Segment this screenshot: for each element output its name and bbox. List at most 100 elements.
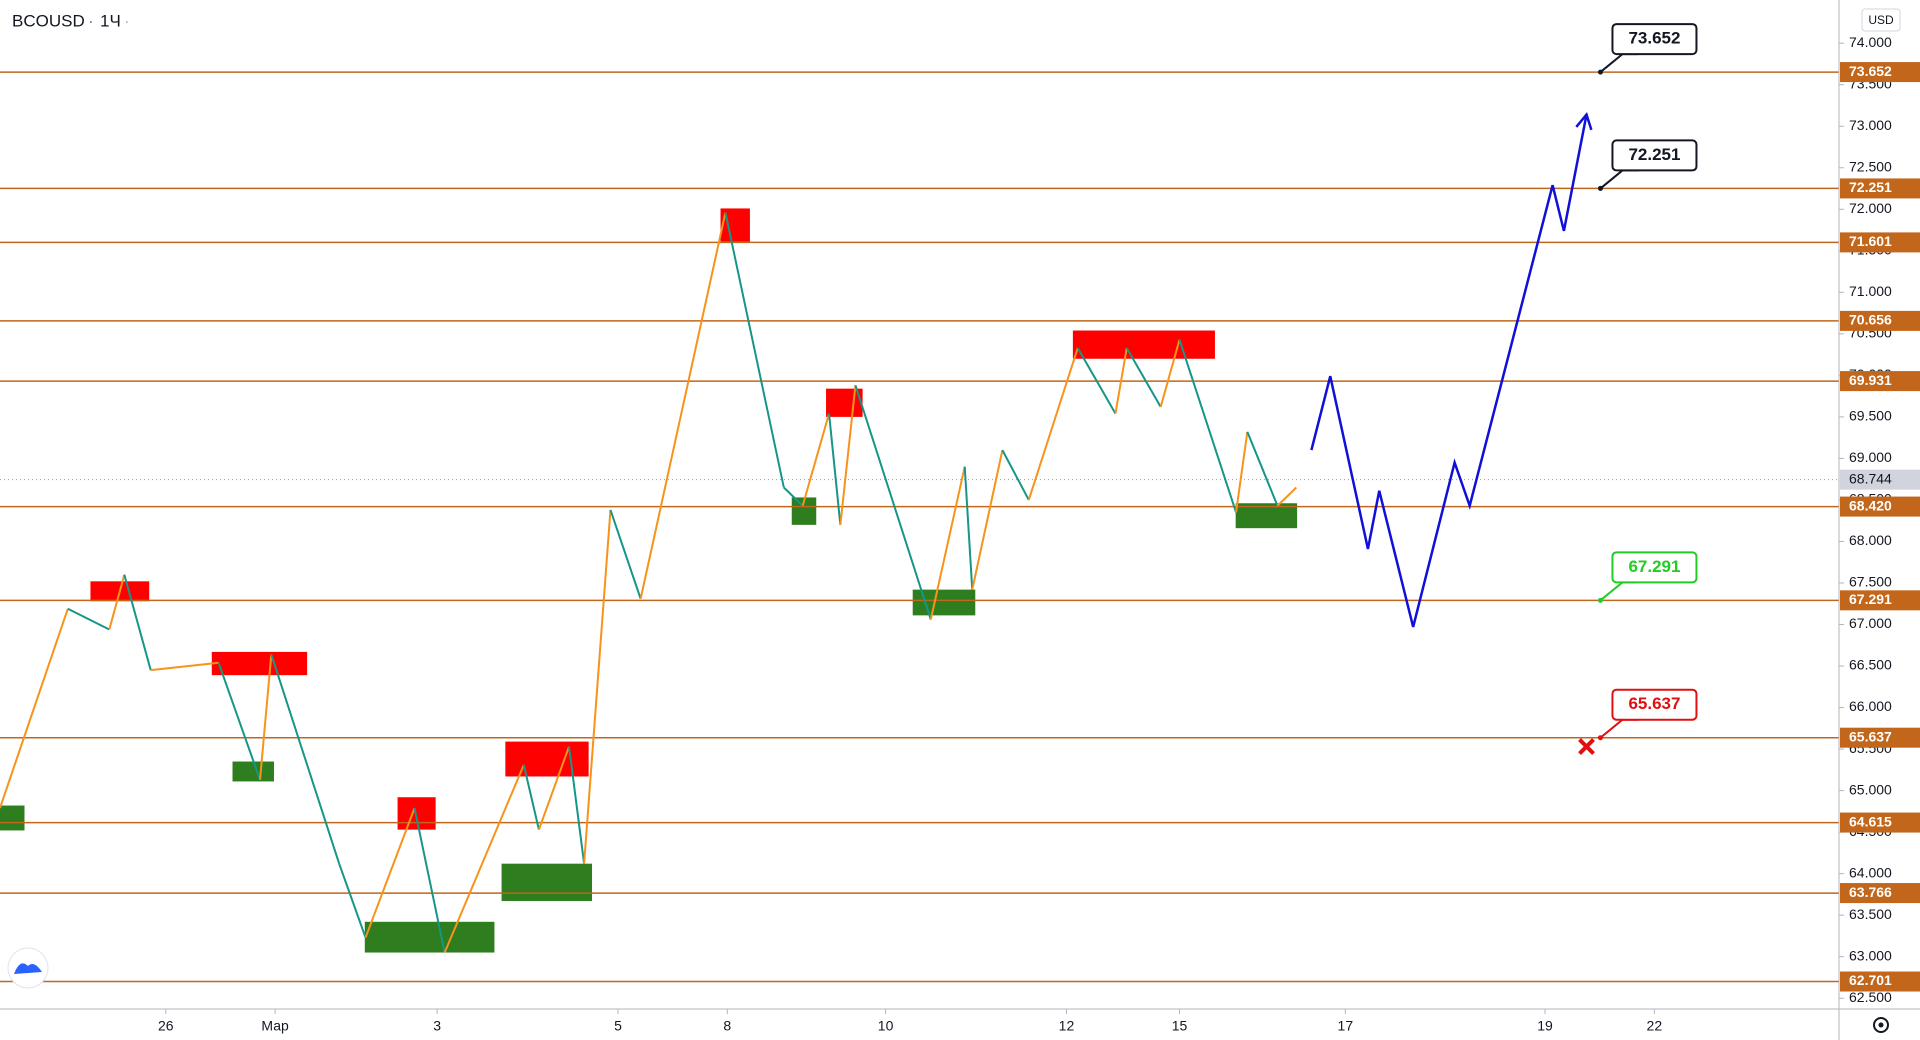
x-tick-label: 8 xyxy=(723,1018,731,1034)
zigzag-down xyxy=(1178,339,1238,513)
level-label: 64.615 xyxy=(1849,813,1892,829)
logo[interactable] xyxy=(7,947,49,989)
supply-zone xyxy=(1072,330,1215,359)
zigzag-down xyxy=(67,607,110,631)
callout-label: 67.291 xyxy=(1628,557,1680,576)
last-price-label: 68.744 xyxy=(1849,470,1892,486)
x-tick-label: 12 xyxy=(1059,1018,1075,1034)
zigzag-down xyxy=(123,574,152,671)
callout-anchor xyxy=(1597,69,1603,75)
zigzag-up xyxy=(259,654,273,780)
forecast-arrowhead xyxy=(1575,112,1593,131)
y-tick-label: 67.000 xyxy=(1849,615,1892,631)
callout-box xyxy=(1611,23,1698,56)
callout-label: 73.652 xyxy=(1628,29,1680,48)
currency[interactable]: USD xyxy=(1868,13,1894,27)
x-tick-label: 17 xyxy=(1338,1018,1354,1034)
supply-zone xyxy=(505,741,589,777)
y-tick-label: 65.000 xyxy=(1849,781,1892,797)
level-label-box xyxy=(1840,310,1920,331)
zigzag-up xyxy=(537,746,570,830)
zigzag-up xyxy=(108,574,126,630)
zigzag-up xyxy=(971,449,1004,590)
y-tick-label: 68.000 xyxy=(1849,532,1892,548)
zigzag-up xyxy=(0,608,69,809)
zigzag-down xyxy=(783,486,804,507)
demand-zone xyxy=(232,761,274,782)
callout-box xyxy=(1611,688,1698,721)
zigzag-up xyxy=(1235,431,1249,513)
y-tick-label: 64.000 xyxy=(1849,864,1892,880)
demand-zone xyxy=(0,805,25,831)
level-label-box xyxy=(1840,371,1920,392)
level-label: 65.637 xyxy=(1849,728,1892,744)
zigzag-up xyxy=(1276,486,1298,507)
supply-zone xyxy=(211,651,308,676)
level-label-box xyxy=(1840,812,1920,833)
zigzag-down xyxy=(609,509,642,600)
zigzag-down xyxy=(522,764,540,830)
y-tick-label: 72.500 xyxy=(1849,158,1892,174)
level-label-box xyxy=(1840,178,1920,199)
callout-label: 72.251 xyxy=(1628,145,1680,164)
level-label-box xyxy=(1840,590,1920,611)
x-tick-label: 26 xyxy=(158,1018,174,1034)
y-tick-label: 62.500 xyxy=(1849,989,1892,1005)
zigzag-down xyxy=(338,863,367,938)
y-tick-label: 74.000 xyxy=(1849,34,1892,50)
zigzag-down xyxy=(568,746,586,864)
x-tick-label: 5 xyxy=(614,1018,622,1034)
currency-box[interactable] xyxy=(1861,8,1901,32)
y-tick-label: 73.000 xyxy=(1849,117,1892,133)
x-tick-label: 22 xyxy=(1647,1018,1663,1034)
x-tick-label: 19 xyxy=(1537,1018,1553,1034)
y-tick-label: 66.500 xyxy=(1849,657,1892,673)
x-tick-label: Мар xyxy=(261,1018,289,1034)
stop-mark xyxy=(1578,738,1595,755)
y-tick-label: 63.000 xyxy=(1849,947,1892,963)
y-tick-label: 71.000 xyxy=(1849,283,1892,299)
last-price-box xyxy=(1840,469,1920,490)
zigzag-up xyxy=(150,661,219,672)
y-tick-label: 63.500 xyxy=(1849,906,1892,922)
demand-zone xyxy=(364,921,495,953)
callout-anchor xyxy=(1597,185,1603,191)
level-label-box xyxy=(1840,496,1920,517)
settings-hub[interactable] xyxy=(1878,1022,1884,1028)
zigzag-down xyxy=(1246,431,1279,507)
demand-zone xyxy=(501,863,593,902)
x-tick-label: 15 xyxy=(1172,1018,1188,1034)
callout-anchor xyxy=(1597,735,1603,741)
level-label: 70.656 xyxy=(1849,312,1892,328)
level-label: 73.652 xyxy=(1849,63,1892,79)
zigzag-up xyxy=(801,413,831,507)
zigzag-up xyxy=(929,466,966,620)
settings-gear[interactable] xyxy=(1873,1017,1889,1033)
zigzag-down xyxy=(963,466,974,590)
zigzag-down xyxy=(1125,347,1162,408)
level-label: 63.766 xyxy=(1849,884,1892,900)
callout-label: 65.637 xyxy=(1628,694,1680,713)
level-label: 72.251 xyxy=(1849,179,1892,195)
zigzag-down xyxy=(1001,449,1030,501)
level-label-box xyxy=(1840,971,1920,992)
settings[interactable] xyxy=(1873,1017,1889,1033)
zigzag-down xyxy=(413,807,446,953)
zigzag-down xyxy=(270,654,341,864)
y-tick-label: 67.500 xyxy=(1849,574,1892,590)
level-label: 67.291 xyxy=(1849,591,1892,607)
level-label-box xyxy=(1840,232,1920,253)
zigzag-up xyxy=(1159,339,1181,408)
logo-shape[interactable] xyxy=(14,963,42,974)
zigzag-down xyxy=(1076,347,1117,415)
callout-box xyxy=(1611,139,1698,172)
symbol: BCOUSD xyxy=(12,11,85,30)
level-label: 69.931 xyxy=(1849,372,1892,388)
supply-zone xyxy=(826,388,863,417)
y-tick-label: 69.000 xyxy=(1849,449,1892,465)
zigzag-up xyxy=(639,212,727,599)
zigzag-down xyxy=(217,662,261,781)
y-tick-label: 72.000 xyxy=(1849,200,1892,216)
